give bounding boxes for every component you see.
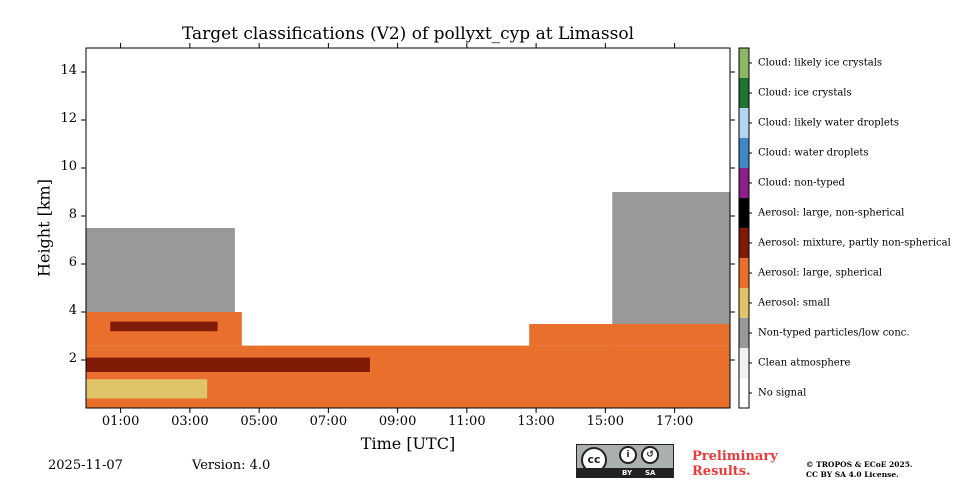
classification-layer-2 [86,357,370,372]
colorbar [738,47,752,409]
colorbar-label: Aerosol: large, spherical [758,267,883,279]
y-tick-label: 6 [68,255,77,270]
preliminary-notice: Preliminary Results. [692,449,778,479]
badge-bar [577,468,673,477]
x-tick-label: 07:00 [309,414,348,429]
y-axis-label: Height [km] [34,179,54,277]
badge-sa-text: SA [645,469,656,477]
classification-layer-5 [86,228,235,312]
share-alike-icon: ↺ [641,446,659,464]
y-tick-label: 8 [68,207,77,222]
colorbar-swatch [739,228,749,258]
preliminary-line-1: Preliminary [692,449,778,464]
colorbar-label: No signal [758,387,807,399]
date-label: 2025-11-07 [48,458,123,473]
colorbar-label: Cloud: likely water droplets [758,117,899,129]
copyright-notice: © TROPOS & ECoE 2025. CC BY SA 4.0 Licen… [806,460,913,480]
colorbar-label: Cloud: likely ice crystals [758,57,883,69]
colorbar-swatch [739,168,749,198]
axis-ticks [81,43,735,413]
colorbar-frame [738,47,750,409]
x-tick-label: 05:00 [240,414,278,429]
y-tick-label: 2 [68,351,77,366]
y-tick-label: 4 [68,303,77,318]
colorbar-label: Clean atmosphere [758,357,851,369]
x-tick-label: 13:00 [517,414,555,429]
colorbar-swatch [739,48,749,78]
copyright-line-2: CC BY SA 4.0 License. [806,470,899,479]
copyright-line-1: © TROPOS & ECoE 2025. [806,460,913,469]
heatmap-area [86,192,730,408]
version-label: Version: 4.0 [192,458,271,473]
colorbar-label: Cloud: non-typed [758,177,845,189]
colorbar-swatch [739,348,749,378]
colorbar-swatch [739,78,749,108]
colorbar-swatch [739,198,749,228]
cc-license-badge: cc i ↺ BY SA [576,444,674,478]
chart-title: Target classifications (V2) of pollyxt_c… [181,24,635,44]
classification-layer-1 [86,379,208,399]
x-tick-label: 03:00 [171,414,209,429]
colorbar-swatch [739,318,749,348]
plot-frame [85,47,731,409]
colorbar-swatch [739,378,749,408]
badge-by-text: BY [622,469,633,477]
y-tick-label: 12 [60,111,77,126]
classification-layer-6 [612,192,730,346]
y-tick-label: 14 [60,63,77,78]
colorbar-label: Non-typed particles/low conc. [758,327,910,339]
colorbar-swatch [739,108,749,138]
classification-layer-0 [86,345,730,408]
classification-layer-4 [110,321,218,332]
colorbar-swatch [739,138,749,168]
x-tick-label: 17:00 [655,414,694,429]
colorbar-swatch [739,288,749,318]
x-tick-label: 15:00 [586,414,625,429]
colorbar-label: Cloud: water droplets [758,147,869,159]
colorbar-label: Aerosol: small [758,297,830,309]
x-tick-label: 11:00 [448,414,486,429]
x-tick-label: 09:00 [378,414,417,429]
colorbar-swatch [739,258,749,288]
classification-layer-7 [529,324,730,346]
x-tick-label: 01:00 [101,414,140,429]
colorbar-label: Cloud: ice crystals [758,87,852,99]
colorbar-label: Aerosol: large, non-spherical [758,207,905,219]
person-icon: i [619,446,637,464]
preliminary-line-2: Results. [692,464,751,479]
colorbar-label: Aerosol: mixture, partly non-spherical [758,237,951,249]
x-axis-label: Time [UTC] [360,434,456,453]
y-tick-label: 10 [60,159,77,174]
